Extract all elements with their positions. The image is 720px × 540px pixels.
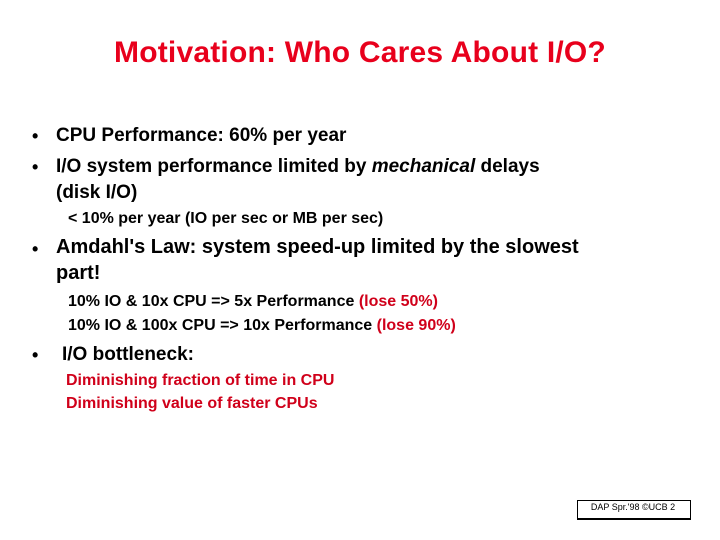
footer-text: DAP Spr.'98 ©UCB 2 [590, 502, 676, 512]
slide-title: Motivation: Who Cares About I/O? [114, 36, 606, 69]
sub-amdahl-10x-note: (lose 50%) [358, 293, 438, 310]
sub-diminishing-fraction: Diminishing fraction of time in CPU [66, 372, 335, 389]
bullet-amdahl: Amdahl's Law: system speed-up limited by… [56, 236, 579, 258]
sub-amdahl-100x: 10% IO & 100x CPU => 10x Performance (lo… [68, 317, 456, 335]
bullet-marker: • [32, 126, 39, 146]
sub-io-rate: < 10% per year (IO per sec or MB per sec… [68, 210, 384, 227]
bullet-marker: • [32, 239, 39, 259]
bullet-io-system-start: I/O system performance limited by [56, 156, 372, 177]
footer-underline [577, 518, 690, 520]
bullet-io-system-italic: mechanical [371, 156, 476, 177]
sub-diminishing-value: Diminishing value of faster CPUs [66, 395, 318, 412]
bullet-cpu-performance: CPU Performance: 60% per year [56, 125, 347, 146]
footer-box [577, 500, 691, 520]
bullet-io-bottleneck: I/O bottleneck: [62, 344, 194, 365]
bullet-disk-io: (disk I/O) [56, 182, 138, 203]
bullet-amdahl-cont: part! [56, 262, 101, 284]
bullet-marker: • [32, 157, 39, 177]
bullet-io-system-end: delays [475, 156, 540, 177]
sub-amdahl-10x-text: 10% IO & 10x CPU => 5x Performance [68, 293, 355, 310]
sub-amdahl-10x: 10% IO & 10x CPU => 5x Performance (lose… [68, 293, 438, 311]
sub-amdahl-100x-text: 10% IO & 100x CPU => 10x Performance [68, 317, 373, 334]
sub-amdahl-100x-note: (lose 90%) [376, 317, 456, 334]
bullet-marker: • [32, 345, 39, 365]
bullet-io-system: I/O system performance limited by mechan… [56, 156, 540, 178]
